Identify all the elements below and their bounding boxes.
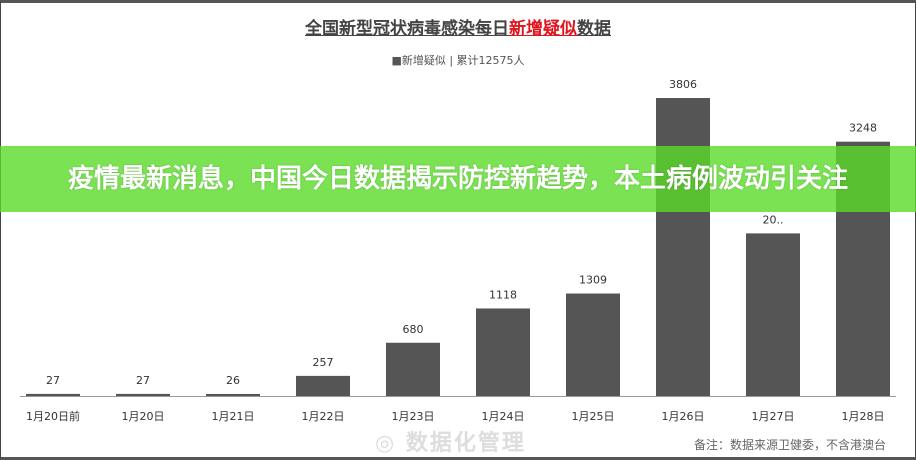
- value-label: 3248: [849, 122, 877, 135]
- x-tick-label: 1月22日: [302, 410, 345, 423]
- value-label: 257: [313, 356, 334, 369]
- bar: [296, 375, 350, 396]
- value-label: 1309: [579, 274, 607, 287]
- watermark: ◎ 数据化管理: [375, 431, 526, 456]
- legend: ■新增疑似 | 累计12575人: [391, 54, 525, 67]
- headline: 疫情最新消息，中国今日数据揭示防控新趋势，本土病例波动引关注: [67, 164, 848, 194]
- value-label: 26: [226, 374, 240, 387]
- x-tick-label: 1月26日: [662, 410, 705, 423]
- bar: [566, 293, 620, 396]
- x-tick-label: 1月24日: [482, 410, 525, 423]
- value-label: 27: [46, 374, 60, 387]
- bar: [656, 98, 710, 396]
- bar: [746, 233, 800, 396]
- value-label: 3806: [669, 78, 697, 91]
- bar: [116, 393, 170, 396]
- x-tick-label: 1月28日: [842, 410, 885, 423]
- x-tick-label: 1月23日: [392, 410, 435, 423]
- source-note: 备注：数据来源卫健委，不含港澳台: [693, 438, 886, 452]
- value-label: 27: [136, 374, 150, 387]
- chart-title: 全国新型冠状病毒感染每日新增疑似数据: [305, 19, 611, 39]
- value-label: 680: [403, 323, 424, 336]
- bar: [476, 308, 530, 396]
- x-tick-label: 1月20日前: [26, 409, 80, 423]
- bar: [386, 342, 440, 396]
- x-tick-label: 1月21日: [212, 410, 255, 423]
- bar: [26, 393, 80, 396]
- bar: [206, 393, 260, 396]
- value-label: 1118: [489, 288, 517, 301]
- value-label: 20..: [763, 213, 784, 226]
- x-tick-label: 1月27日: [752, 410, 795, 423]
- headline-banner: 疫情最新消息，中国今日数据揭示防控新趋势，本土病例波动引关注: [0, 146, 916, 212]
- x-tick-label: 1月20日: [122, 410, 165, 423]
- x-tick-label: 1月25日: [572, 410, 615, 423]
